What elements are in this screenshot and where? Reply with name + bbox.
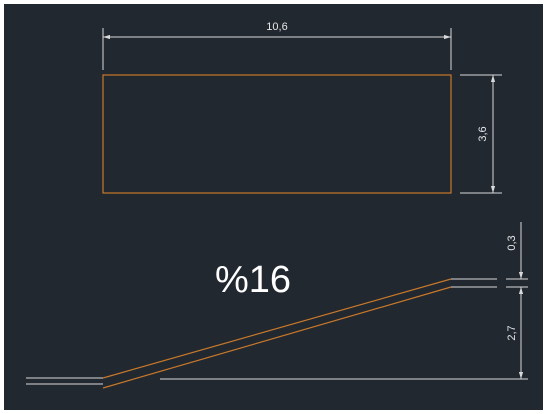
width-dimension: 10,6 [103,21,451,70]
rise-dimension: 2,7 [506,287,521,379]
slope-label: %16 [215,259,291,301]
ramp-bottom-edge [103,287,451,388]
top-view-rectangle [103,75,451,193]
height-dimension: 3,6 [460,75,502,193]
width-dimension-label: 10,6 [266,21,287,33]
rise-dimension-label: 2,7 [506,325,518,340]
height-dimension-label: 3,6 [477,126,489,141]
thickness-dimension: 0,3 [506,222,528,300]
thickness-dimension-label: 0,3 [506,235,518,250]
